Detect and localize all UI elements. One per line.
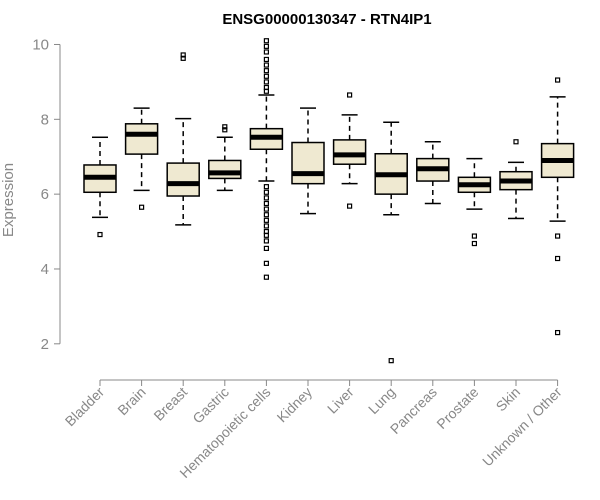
box-iqr	[166, 162, 200, 197]
box-gastric	[208, 124, 242, 192]
outlier-point	[263, 238, 269, 244]
box-kidney	[291, 107, 325, 215]
box-lung	[374, 121, 408, 364]
outlier-point	[347, 92, 353, 98]
box-hematopoietic-cells	[249, 38, 284, 280]
x-tick-label: Breast	[150, 384, 190, 424]
y-axis-label: Expression	[0, 163, 17, 237]
outlier-point	[222, 127, 228, 133]
y-tick-label: 8	[41, 111, 49, 128]
outlier-point	[263, 206, 269, 212]
outlier-point	[263, 184, 269, 190]
outlier-point	[263, 56, 269, 63]
x-tick-label: Brain	[114, 384, 148, 418]
outlier-point	[554, 329, 561, 336]
chart-title: ENSG00000130347 - RTN4IP1	[222, 11, 431, 28]
box-breast	[166, 52, 200, 226]
outlier-point	[263, 38, 269, 44]
outlier-point	[263, 43, 269, 49]
outlier-point	[263, 62, 269, 68]
outlier-point	[347, 203, 353, 209]
outlier-point	[222, 124, 228, 130]
outlier-point	[263, 223, 269, 229]
outlier-point	[180, 52, 186, 58]
box-iqr	[332, 139, 367, 165]
box-bladder	[83, 136, 117, 238]
outlier-point	[263, 274, 269, 280]
box-unknown-other	[540, 77, 575, 336]
box-liver	[332, 92, 367, 209]
y-tick-label: 6	[41, 186, 49, 203]
outlier-point	[263, 217, 269, 223]
outlier-point	[263, 245, 269, 251]
outlier-point	[263, 212, 269, 218]
box-skin	[499, 139, 533, 220]
box-pancreas	[416, 141, 450, 205]
y-tick-label: 10	[32, 36, 49, 53]
outlier-point	[263, 88, 269, 94]
outlier-point	[263, 189, 269, 195]
box-brain	[124, 107, 159, 210]
outlier-point	[263, 79, 269, 85]
outlier-point	[263, 68, 269, 74]
outlier-point	[263, 232, 269, 238]
x-tick-label: Liver	[324, 384, 357, 417]
x-tick-label: Prostate	[433, 384, 481, 432]
outlier-point	[554, 233, 561, 239]
outlier-point	[471, 240, 477, 247]
outlier-point	[263, 260, 269, 266]
x-tick-label: Skin	[493, 384, 524, 415]
outlier-point	[139, 204, 145, 210]
outlier-point	[180, 55, 186, 61]
outlier-point	[554, 77, 561, 83]
x-tick-label: Unknown / Other	[479, 384, 565, 470]
box-iqr	[124, 123, 159, 155]
outlier-point	[513, 139, 519, 145]
outlier-point	[263, 49, 269, 55]
outlier-point	[263, 195, 269, 201]
y-axis: 2 4 6 8 10	[32, 36, 61, 353]
outlier-point	[97, 231, 103, 238]
outlier-point	[388, 358, 394, 364]
box-iqr	[291, 141, 325, 185]
outlier-point	[263, 200, 269, 207]
box-iqr	[208, 159, 242, 180]
outlier-point	[263, 73, 269, 79]
x-tick-label: Kidney	[274, 384, 316, 426]
y-tick-label: 2	[41, 336, 49, 353]
y-tick-label: 4	[41, 261, 49, 278]
x-tick-label: Bladder	[62, 384, 108, 430]
outlier-point	[554, 255, 561, 262]
box-prostate	[457, 157, 492, 247]
x-tick-label: Lung	[365, 384, 398, 417]
boxes-group	[83, 38, 575, 364]
outlier-point	[471, 233, 477, 239]
